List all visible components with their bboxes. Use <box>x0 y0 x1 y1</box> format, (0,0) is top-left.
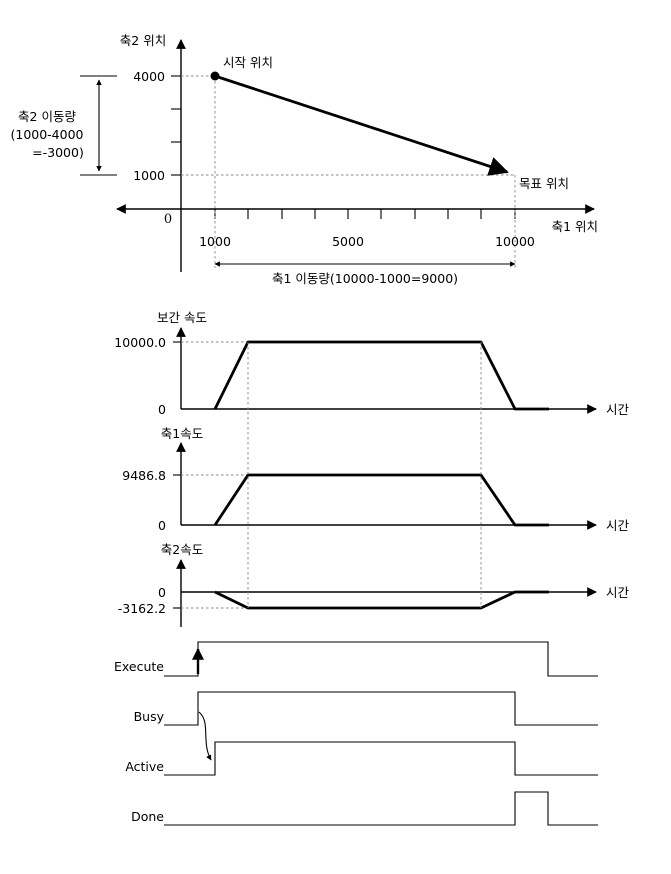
x-tick-label-5000: 5000 <box>332 234 364 249</box>
position-plot: 축2 위치 축1 위치 0 4000 1000 1000 5000 10000 … <box>10 33 598 286</box>
interp-speed-value: 10000.0 <box>114 335 166 350</box>
axis2-speed-profile <box>214 590 549 610</box>
execute-waveform <box>164 641 598 677</box>
axis1-speed-title: 축1속도 <box>161 426 203 441</box>
y-tick-label-4000: 4000 <box>133 69 165 84</box>
y-axis-title: 축2 위치 <box>120 33 166 48</box>
axis2-speed-zero: 0 <box>158 585 166 600</box>
y-tick-label-1000: 1000 <box>133 168 165 183</box>
axis2-speed-value: -3162.2 <box>118 601 166 616</box>
done-waveform <box>164 791 598 826</box>
x-ticks <box>214 209 516 219</box>
origin-label: 0 <box>164 212 172 227</box>
busy-waveform <box>164 691 598 726</box>
axis2-move-label-line3: =-3000) <box>32 145 84 160</box>
interp-time-label: 시간 <box>606 402 630 417</box>
axis1-move-label: 축1 이동량(10000-1000=9000) <box>272 271 458 286</box>
timing-guides <box>247 342 482 608</box>
interp-speed-plot: 보간 속도 10000.0 0 시간 <box>114 310 629 417</box>
signal-timing: Execute Busy Active Done <box>114 641 598 826</box>
execute-label: Execute <box>114 659 164 674</box>
axis2-move-label-line1: 축2 이동량 <box>18 109 76 124</box>
x-tick-label-1000: 1000 <box>199 234 231 249</box>
axis2-speed-title: 축2속도 <box>161 542 203 557</box>
interp-speed-profile <box>213 340 549 411</box>
target-position-label: 목표 위치 <box>519 176 569 191</box>
start-position-label: 시작 위치 <box>223 55 273 70</box>
busy-label: Busy <box>134 709 165 724</box>
axis1-speed-zero: 0 <box>158 518 166 533</box>
interp-speed-zero: 0 <box>158 402 166 417</box>
interp-speed-title: 보간 속도 <box>157 310 207 325</box>
active-label: Active <box>125 759 164 774</box>
axis1-time-label: 시간 <box>606 518 630 533</box>
axis2-move-label-line2: (1000-4000 <box>10 127 83 142</box>
y-ticks <box>171 75 181 176</box>
start-point <box>210 71 220 81</box>
axis2-speed-plot: 축2속도 0 -3162.2 시간 <box>118 542 630 627</box>
x-tick-label-10000: 10000 <box>495 234 535 249</box>
axis2-time-label: 시간 <box>606 585 630 600</box>
move-path-arrow <box>214 74 509 176</box>
busy-to-active-arrow <box>198 711 212 761</box>
active-waveform <box>164 741 598 776</box>
done-label: Done <box>131 809 164 824</box>
axis1-speed-profile <box>213 473 549 527</box>
axis1-speed-value: 9486.8 <box>122 468 166 483</box>
x-axis-title: 축1 위치 <box>552 219 598 234</box>
axis1-speed-plot: 축1속도 9486.8 0 시간 <box>122 426 629 533</box>
